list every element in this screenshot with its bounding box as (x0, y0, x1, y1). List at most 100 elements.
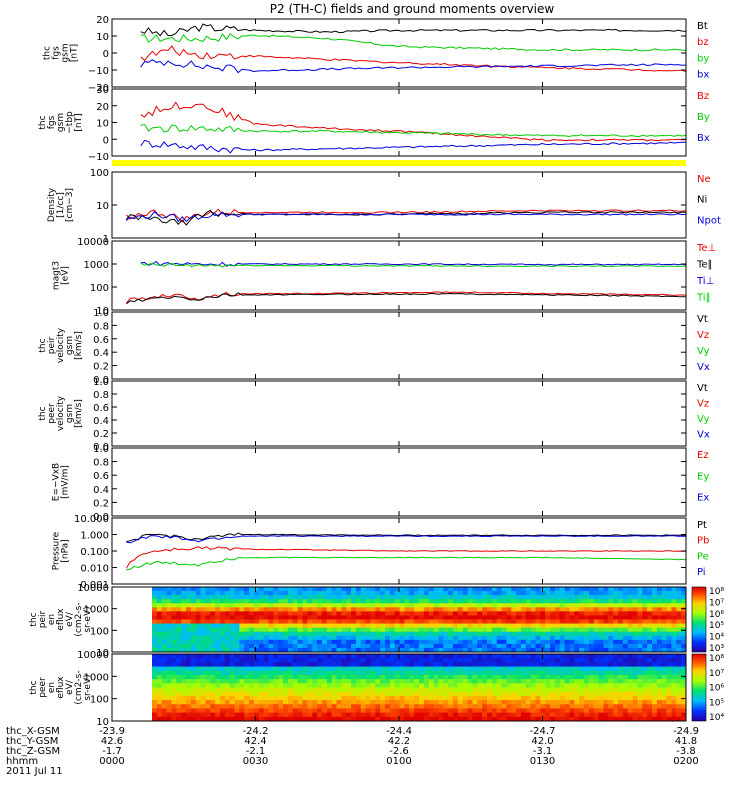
heatmap-cell (448, 695, 454, 701)
heatmap-cell (360, 647, 366, 653)
heatmap-cell (268, 670, 274, 676)
heatmap-cell (171, 683, 177, 688)
heatmap-cell (263, 679, 269, 684)
heatmap-cell (307, 679, 313, 684)
heatmap-cell (205, 603, 211, 608)
heatmap-cell (671, 595, 677, 600)
heatmap-cell (482, 679, 488, 684)
heatmap-cell (535, 683, 541, 688)
heatmap-cell (190, 658, 197, 663)
heatmap-cell (472, 708, 478, 714)
heatmap-cell (632, 687, 638, 693)
heatmap-cell (210, 687, 216, 693)
heatmap-cell (394, 611, 400, 616)
heatmap-cell (341, 623, 347, 629)
heatmap-cell (375, 683, 381, 688)
heatmap-cell (428, 619, 434, 624)
heatmap-cell (530, 679, 536, 684)
legend-entry: Ne (697, 174, 711, 185)
heatmap-cell (215, 623, 221, 629)
heatmap-cell (200, 691, 206, 697)
heatmap-cell (545, 615, 551, 620)
heatmap-cell (181, 619, 187, 624)
heatmap-cell (200, 619, 206, 624)
heatmap-cell (647, 619, 653, 624)
heatmap-cell (161, 654, 167, 659)
heatmap-cell (205, 635, 211, 641)
heatmap-cell (219, 683, 226, 688)
heatmap-cell (477, 704, 483, 709)
heatmap-cell (389, 599, 396, 604)
heatmap-cell (506, 587, 512, 592)
heatmap-cell (249, 700, 255, 705)
heatmap-cell (239, 631, 245, 637)
heatmap-cell (622, 691, 629, 697)
heatmap-cell (287, 591, 294, 596)
series-line-Pt (126, 532, 687, 542)
heatmap-cell (462, 611, 468, 616)
y-tick-label: 0.4 (93, 416, 109, 427)
heatmap-cell (326, 708, 333, 714)
heatmap-cell (346, 615, 352, 620)
heatmap-cell (647, 654, 653, 659)
ephemeris-value: 42.2 (388, 736, 410, 747)
heatmap-cell (360, 712, 366, 718)
heatmap-cell (234, 647, 240, 653)
heatmap-cell (205, 611, 211, 616)
panel-frame (111, 171, 687, 239)
heatmap-cell (588, 607, 595, 612)
heatmap-cell (297, 591, 303, 596)
heatmap-cell (360, 654, 366, 659)
heatmap-cell (486, 647, 493, 653)
heatmap-cell (181, 666, 187, 672)
heatmap-cell (389, 595, 396, 600)
heatmap-cell (647, 615, 653, 620)
heatmap-cell (618, 611, 624, 616)
heatmap-cell (535, 712, 541, 718)
heatmap-cell (321, 595, 328, 600)
heatmap-cell (312, 591, 318, 596)
heatmap-cell (360, 627, 366, 633)
heatmap-cell (545, 639, 551, 645)
heatmap-cell (622, 611, 629, 616)
heatmap-cell (588, 654, 595, 659)
heatmap-cell (516, 662, 522, 667)
heatmap-cell (598, 708, 604, 714)
heatmap-cell (355, 674, 362, 680)
heatmap-cell (287, 587, 294, 592)
heatmap-cell (307, 674, 313, 680)
heatmap-cell (375, 595, 381, 600)
heatmap-cell (185, 631, 192, 637)
heatmap-cell (278, 631, 284, 637)
heatmap-cell (496, 587, 502, 592)
ephemeris-row-label: hhmm (6, 756, 38, 767)
heatmap-cell (545, 716, 551, 722)
heatmap-cell (399, 595, 405, 600)
heatmap-cell (355, 639, 362, 645)
heatmap-cell (341, 700, 347, 705)
heatmap-cell (190, 708, 197, 714)
heatmap-cell (671, 708, 677, 714)
heatmap-cell (399, 687, 405, 693)
heatmap-cell (632, 716, 638, 722)
heatmap-cell (302, 635, 308, 641)
heatmap-cell (292, 607, 299, 612)
heatmap-cell (530, 716, 536, 722)
heatmap-cell (598, 623, 604, 629)
heatmap-cell (205, 670, 211, 676)
heatmap-cell (166, 658, 172, 663)
heatmap-cell (438, 587, 444, 592)
heatmap-cell (579, 674, 585, 680)
heatmap-cell (385, 623, 391, 629)
heatmap-cell (676, 654, 682, 659)
heatmap-cell (355, 683, 362, 688)
heatmap-cell (321, 619, 328, 624)
heatmap-cell (380, 603, 386, 608)
heatmap-cell (554, 595, 561, 600)
heatmap-cell (569, 591, 575, 596)
colorbar-gradient (691, 653, 707, 722)
heatmap-cell (385, 716, 391, 722)
heatmap-cell (385, 591, 391, 596)
heatmap-cell (312, 595, 318, 600)
heatmap-cell (181, 595, 187, 600)
